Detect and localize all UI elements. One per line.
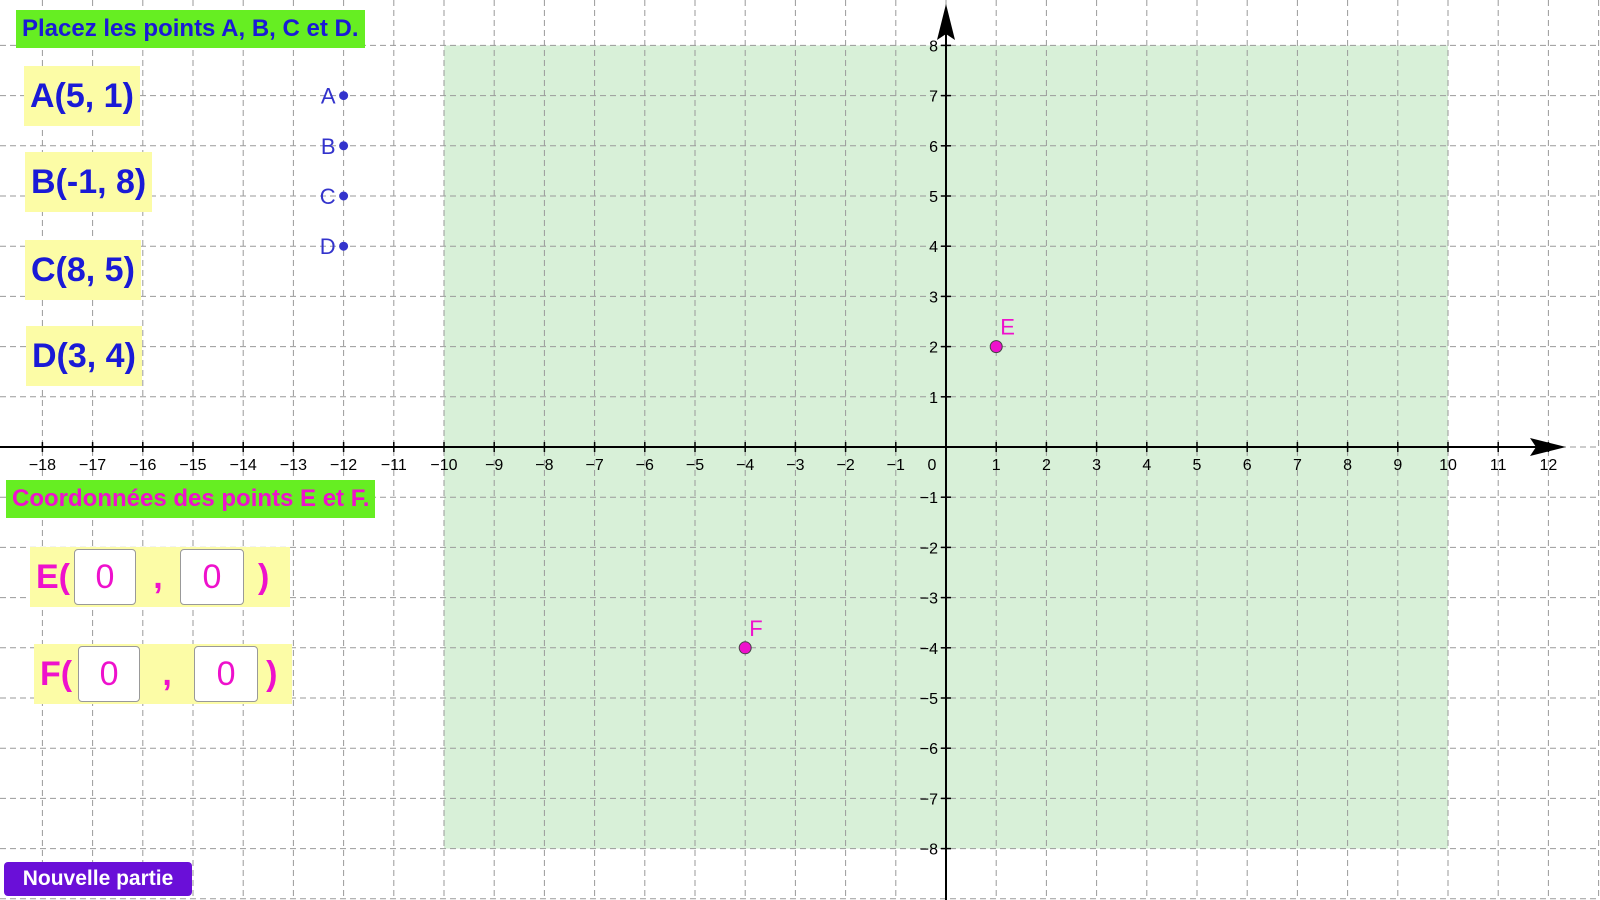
e-y-input[interactable] <box>180 549 244 605</box>
target-a: A(5, 1) <box>24 66 140 126</box>
new-game-button[interactable]: Nouvelle partie <box>4 862 192 896</box>
x-tick-label: 10 <box>1439 457 1457 474</box>
x-tick-label: −7 <box>585 457 603 474</box>
y-tick-label: −2 <box>920 540 938 557</box>
y-tick-label: 6 <box>929 139 938 156</box>
x-tick-label: −13 <box>280 457 307 474</box>
point-b-label: B <box>321 134 336 159</box>
x-tick-label: −6 <box>636 457 654 474</box>
point-a[interactable] <box>339 91 349 101</box>
point-c[interactable] <box>339 191 349 201</box>
x-tick-label: 0 <box>928 457 937 474</box>
tick-labels: −18 −17 −16 −15 −14 −13 −12 −11 −10 −9 −8 −7 −6 −5 −4−… <box>29 38 1558 858</box>
target-c: C(8, 5) <box>25 240 141 300</box>
answer-row-f: F( , ) <box>34 644 292 704</box>
y-tick-label: 3 <box>929 289 938 306</box>
y-tick-label: 2 <box>929 340 938 357</box>
place-points-title: Placez les points A, B, C et D. <box>16 10 365 48</box>
point-a-label: A <box>321 84 336 109</box>
x-tick-label: −1 <box>887 457 905 474</box>
x-tick-label: 5 <box>1193 457 1202 474</box>
x-tick-label: 3 <box>1092 457 1101 474</box>
x-tick-label: 8 <box>1343 457 1352 474</box>
x-tick-label: −15 <box>179 457 206 474</box>
y-axis-arrow <box>937 4 955 40</box>
target-b: B(-1, 8) <box>25 152 153 212</box>
x-tick-label: −8 <box>535 457 553 474</box>
y-tick-label: −5 <box>920 691 938 708</box>
f-x-input[interactable] <box>78 646 141 702</box>
x-tick-label: 6 <box>1243 457 1252 474</box>
answer-f-open: F( <box>40 654 73 693</box>
f-y-input[interactable] <box>194 646 259 702</box>
answer-f-comma: , <box>162 654 172 693</box>
x-tick-label: 1 <box>992 457 1001 474</box>
y-tick-label: −3 <box>920 591 938 608</box>
y-tick-label: 5 <box>929 189 938 206</box>
x-tick-label: 2 <box>1042 457 1051 474</box>
point-f <box>738 641 752 655</box>
point-c-label: C <box>320 184 336 209</box>
x-tick-label: −3 <box>786 457 804 474</box>
x-tick-label: −9 <box>485 457 503 474</box>
y-tick-label: 4 <box>929 239 938 256</box>
x-tick-label: −5 <box>686 457 704 474</box>
x-tick-label: 11 <box>1490 457 1507 474</box>
answer-e-close: ) <box>258 557 270 596</box>
x-tick-label: −14 <box>230 457 257 474</box>
x-tick-label: −10 <box>430 457 457 474</box>
point-e-label: E <box>1000 315 1015 340</box>
point-e <box>989 340 1003 354</box>
y-tick-label: 7 <box>929 89 938 106</box>
x-tick-label: 7 <box>1293 457 1302 474</box>
answer-e-open: E( <box>36 557 70 596</box>
y-tick-label: −4 <box>920 641 938 658</box>
answer-f-close: ) <box>266 654 278 693</box>
y-tick-label: −7 <box>920 791 938 808</box>
point-b[interactable] <box>339 141 349 151</box>
x-tick-label: −4 <box>736 457 754 474</box>
y-tick-label: −8 <box>920 842 938 859</box>
point-d-label: D <box>320 234 336 259</box>
y-tick-label: 1 <box>929 390 938 407</box>
x-tick-label: 9 <box>1393 457 1402 474</box>
axes <box>0 4 1566 900</box>
answer-row-e: E( , ) <box>30 547 290 607</box>
e-x-input[interactable] <box>74 549 136 605</box>
x-tick-label: −18 <box>29 457 56 474</box>
target-d: D(3, 4) <box>26 326 142 386</box>
point-f-label: F <box>749 616 762 641</box>
x-tick-label: −11 <box>381 457 407 474</box>
coordinates-title: Coordonnées des points E et F. <box>6 480 376 518</box>
x-tick-label: 4 <box>1142 457 1151 474</box>
y-tick-label: −6 <box>920 741 938 758</box>
x-tick-label: −2 <box>836 457 854 474</box>
x-tick-label: −17 <box>79 457 106 474</box>
x-tick-label: 12 <box>1540 457 1558 474</box>
x-tick-label: −16 <box>129 457 156 474</box>
y-tick-label: 8 <box>929 38 938 55</box>
y-tick-label: −1 <box>920 490 938 507</box>
answer-e-comma: , <box>153 557 163 596</box>
point-d[interactable] <box>339 241 349 251</box>
x-tick-label: −12 <box>330 457 357 474</box>
